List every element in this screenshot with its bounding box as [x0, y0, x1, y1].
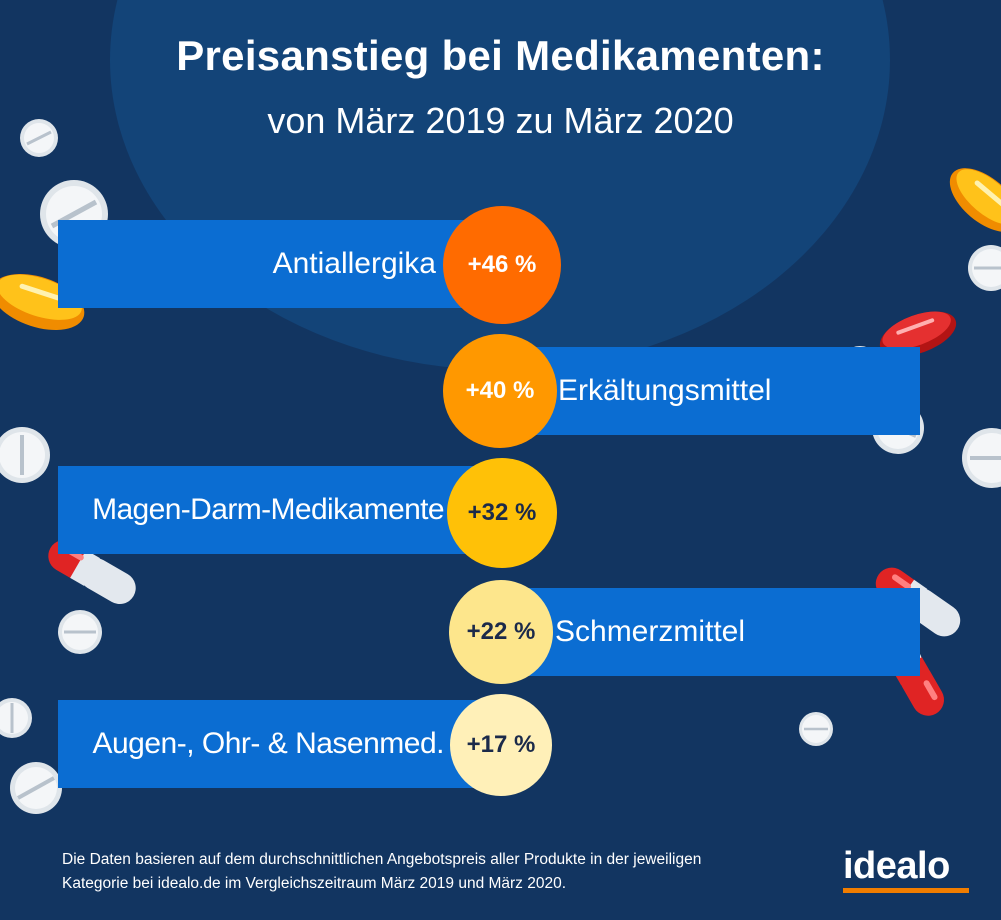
yellow-pill-icon [949, 168, 1001, 232]
category-label: Antiallergika [272, 247, 436, 280]
tablet-icon [799, 712, 833, 746]
tablet-icon [0, 427, 50, 483]
value-badge: +17 % [450, 694, 552, 796]
category-label: Erkältungsmittel [558, 374, 772, 407]
tablet-icon [0, 698, 32, 738]
category-label: Schmerzmittel [555, 615, 746, 648]
tablet-icon [58, 610, 102, 654]
bar-augen-ohr-nasen [58, 700, 508, 788]
tablet-icon [962, 428, 1001, 488]
category-label: Augen-, Ohr- & Nasenmed. [92, 727, 444, 760]
chart-subtitle: von März 2019 zu März 2020 [267, 100, 734, 141]
value-badge: +46 % [443, 206, 561, 324]
value-badge: +32 % [446, 457, 558, 569]
chart-title: Preisanstieg bei Medikamenten: [176, 32, 825, 79]
logo-underline [843, 888, 969, 893]
value-badge: +22 % [448, 579, 554, 685]
red-pill-icon [879, 311, 957, 357]
bar-schmerzmittel [500, 588, 920, 676]
value-badge: +40 % [442, 333, 558, 449]
category-label: Magen-Darm-Medikamente [92, 493, 445, 526]
tablet-icon [968, 245, 1001, 291]
tablet-icon [10, 762, 62, 814]
bar-magen-darm [58, 466, 508, 554]
footnote: Die Daten basieren auf dem durchschnittl… [62, 851, 702, 892]
logo-text: idealo [843, 845, 950, 887]
tablet-icon [20, 119, 58, 157]
bar-antiallergika [58, 220, 508, 308]
bar-erkaeltungsmittel [500, 347, 920, 435]
idealo-logo: idealo [843, 846, 969, 893]
